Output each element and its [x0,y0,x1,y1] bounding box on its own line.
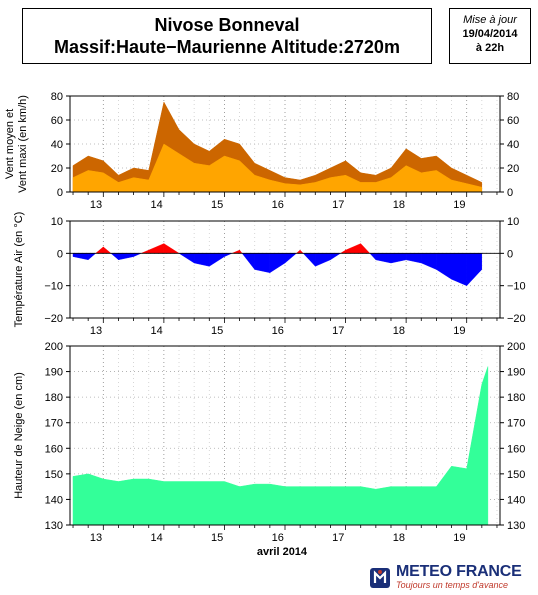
xlabel-month: avril 2014 [257,546,308,558]
station-subtitle: Massif:Haute−Maurienne Altitude:2720m [54,37,400,57]
ytick-label-right: 40 [507,139,519,151]
ytick-label-right: 180 [507,392,525,404]
ytick-label-left: 140 [45,494,63,506]
update-date: 19/04/2014 [462,28,518,40]
xtick-label: 13 [90,532,102,544]
xtick-label: 17 [332,325,344,337]
logo-icon [370,568,390,588]
ylabel-snow_depth: Hauteur de Neige (en cm) [13,372,25,499]
ytick-label-left: 0 [57,248,63,260]
ytick-label-left: 130 [45,520,63,532]
ytick-label-left: 80 [51,91,63,103]
xtick-label: 15 [211,532,223,544]
ytick-label-right: 170 [507,418,525,430]
update-label: Mise à jour [463,14,517,26]
ytick-label-left: 160 [45,443,63,455]
station-title: Nivose Bonneval [154,15,300,35]
xtick-label: 16 [272,199,284,211]
ytick-label-right: 190 [507,367,525,379]
ytick-label-right: 130 [507,520,525,532]
xtick-label: 16 [272,532,284,544]
area-wind-mean [72,143,483,193]
xtick-label: 14 [150,325,162,337]
ytick-label-right: 0 [507,187,513,199]
ytick-label-right: 60 [507,115,519,127]
xtick-label: 18 [393,199,405,211]
xtick-label: 18 [393,325,405,337]
ylabel-wind-line2: Vent maxi (en km/h) [17,95,29,193]
xtick-label: 17 [332,532,344,544]
ylabel-wind-line1: Vent moyen et [4,109,16,179]
area-snow-depth [72,366,489,526]
ytick-label-right: 200 [507,341,525,353]
xtick-label: 18 [393,532,405,544]
ytick-label-left: 10 [51,216,63,228]
xtick-label: 13 [90,325,102,337]
logo-name: METEO FRANCE [396,563,522,580]
xtick-label: 13 [90,199,102,211]
title-box: Nivose Bonneval Massif:Haute−Maurienne A… [22,8,432,64]
xtick-label: 19 [453,325,465,337]
xtick-label: 19 [453,532,465,544]
update-time: à 22h [475,42,505,54]
ytick-label-left: 170 [45,418,63,430]
ytick-label-right: 10 [507,216,519,228]
ytick-label-left: 0 [57,187,63,199]
xtick-label: 17 [332,199,344,211]
ytick-label-left: 60 [51,115,63,127]
ylabel-temperature: Température Air (en °C) [13,212,25,328]
ytick-label-left: 40 [51,139,63,151]
ytick-label-left: 200 [45,341,63,353]
ytick-label-left: 190 [45,367,63,379]
ytick-label-right: 20 [507,163,519,175]
xtick-label: 15 [211,199,223,211]
ytick-label-left: −10 [44,281,63,293]
ytick-label-right: 150 [507,469,525,481]
logo-tagline: Toujours un temps d'avance [396,580,508,590]
ytick-label-right: −10 [507,281,526,293]
xtick-label: 15 [211,325,223,337]
xtick-label: 14 [150,199,162,211]
temp-area-negative [254,253,271,273]
ytick-label-right: 80 [507,91,519,103]
ytick-label-left: 180 [45,392,63,404]
ytick-label-right: −20 [507,313,526,325]
xtick-label: 16 [272,325,284,337]
xtick-label: 14 [150,532,162,544]
ytick-label-right: 140 [507,494,525,506]
meteo-france-logo: METEO FRANCE Toujours un temps d'avance [368,562,536,592]
ytick-label-right: 160 [507,443,525,455]
update-box: Mise à jour 19/04/2014 à 22h [449,8,531,64]
ytick-label-left: 20 [51,163,63,175]
xtick-label: 19 [453,199,465,211]
ytick-label-right: 0 [507,248,513,260]
ytick-label-left: 150 [45,469,63,481]
ytick-label-left: −20 [44,313,63,325]
